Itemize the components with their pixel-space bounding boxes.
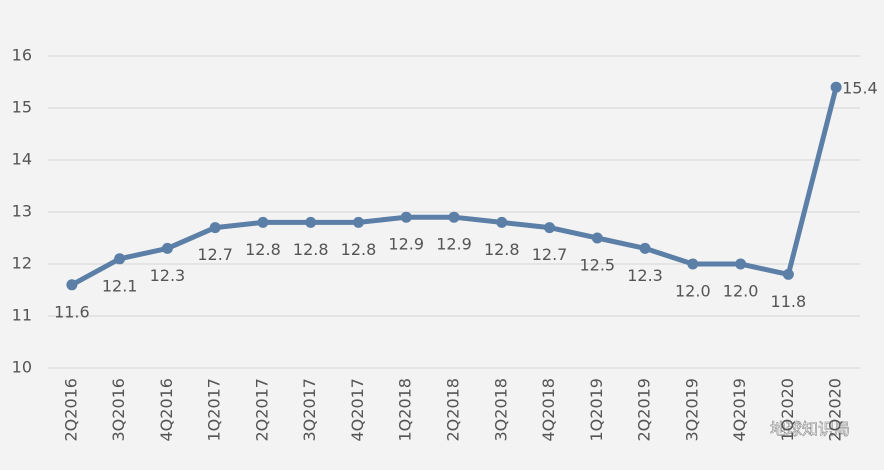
marker (544, 222, 556, 234)
x-tick-label: 4Q2017 (348, 378, 367, 442)
data-label: 12.0 (675, 282, 711, 301)
data-label: 11.6 (54, 302, 90, 321)
data-label: 12.3 (150, 266, 186, 285)
x-tick-label: 2Q2019 (635, 378, 654, 442)
x-tick-label: 1Q2020 (778, 378, 797, 442)
marker (782, 268, 794, 280)
y-tick-label: 16 (12, 46, 32, 65)
marker (66, 279, 78, 291)
marker (161, 242, 173, 254)
y-tick-label: 13 (12, 202, 32, 221)
x-tick-label: 1Q2017 (205, 378, 224, 442)
data-label: 12.5 (579, 256, 615, 275)
x-tick-label: 3Q2016 (109, 378, 128, 442)
watermark: 地球知识局 (770, 420, 850, 439)
y-tick-label: 14 (12, 150, 32, 169)
y-tick-label: 11 (12, 306, 32, 325)
data-label: 12.0 (723, 282, 759, 301)
marker (830, 81, 842, 93)
marker (114, 253, 126, 265)
x-tick-label: 3Q2019 (682, 378, 701, 442)
marker (496, 216, 508, 228)
marker (639, 242, 651, 254)
marker (352, 216, 364, 228)
data-label: 12.3 (627, 266, 663, 285)
data-label: 11.8 (771, 292, 807, 311)
data-label: 12.7 (532, 245, 568, 264)
data-label: 12.9 (388, 235, 424, 254)
marker (400, 211, 412, 223)
x-tick-label: 1Q2019 (587, 378, 606, 442)
y-tick-label: 15 (12, 98, 32, 117)
x-tick-label: 4Q2018 (539, 378, 558, 442)
marker (209, 222, 221, 234)
x-tick-label: 1Q2018 (396, 378, 415, 442)
y-tick-label: 10 (12, 358, 32, 377)
x-tick-label: 3Q2017 (300, 378, 319, 442)
marker (735, 258, 747, 270)
x-tick-label: 4Q2016 (157, 378, 176, 442)
marker (448, 211, 460, 223)
y-tick-label: 12 (12, 254, 32, 273)
x-tick-label: 2Q2017 (252, 378, 271, 442)
marker (257, 216, 269, 228)
x-tick-label: 2Q2016 (61, 378, 80, 442)
data-label: 12.8 (245, 240, 281, 259)
x-tick-label: 2Q2018 (444, 378, 463, 442)
data-label: 12.7 (197, 245, 233, 264)
marker (305, 216, 317, 228)
data-label: 15.4 (842, 79, 878, 98)
marker (591, 232, 603, 244)
marker (687, 258, 699, 270)
x-tick-label: 3Q2018 (491, 378, 510, 442)
data-label: 12.8 (293, 240, 329, 259)
data-label: 12.9 (436, 235, 472, 254)
data-label: 12.8 (484, 240, 520, 259)
data-label: 12.8 (341, 240, 377, 259)
x-tick-label: 2Q2020 (826, 378, 845, 442)
x-tick-label: 4Q2019 (730, 378, 749, 442)
data-label: 12.1 (102, 276, 138, 295)
